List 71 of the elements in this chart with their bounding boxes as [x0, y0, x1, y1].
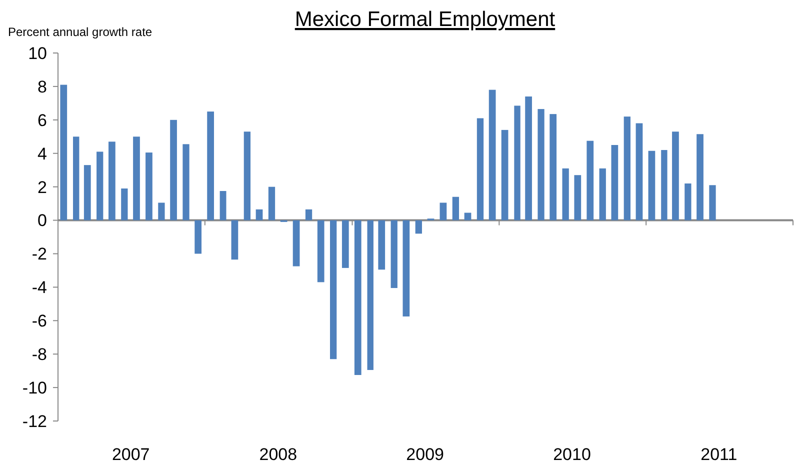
- x-tick-label: 2008: [259, 445, 298, 464]
- y-tick-label: -12: [22, 412, 47, 431]
- bar: [562, 168, 569, 220]
- bar: [661, 150, 668, 220]
- y-tick-label: -4: [32, 278, 47, 298]
- bar: [415, 220, 422, 234]
- bar: [194, 220, 202, 254]
- bar: [292, 220, 300, 266]
- bar: [390, 220, 398, 288]
- x-tick-label: 2010: [553, 445, 591, 464]
- bar: [402, 220, 410, 316]
- bar: [84, 165, 91, 220]
- bar: [684, 183, 692, 220]
- chart-title: Mexico Formal Employment: [294, 8, 556, 31]
- y-axis-title: Percent annual growth rate: [8, 25, 152, 39]
- bar: [501, 130, 508, 220]
- bar: [672, 132, 679, 220]
- bar: [305, 209, 312, 220]
- bar: [170, 120, 177, 220]
- y-tick-label: -2: [32, 244, 47, 264]
- bar: [574, 175, 582, 220]
- bar: [464, 212, 472, 220]
- bar: [207, 112, 214, 220]
- bar: [133, 136, 140, 220]
- bar: [146, 152, 152, 220]
- bar: [317, 220, 324, 282]
- bar: [709, 185, 716, 220]
- bar: [354, 220, 362, 375]
- bar: [378, 220, 386, 270]
- bar: [599, 168, 606, 220]
- bar: [586, 140, 594, 220]
- bar: [538, 109, 544, 220]
- bar: [60, 84, 68, 220]
- bar: [367, 220, 374, 370]
- y-tick-label: 0: [38, 211, 47, 230]
- bar: [648, 150, 656, 220]
- bar: [611, 145, 618, 220]
- y-tick-label: 8: [38, 77, 47, 96]
- bar: [73, 136, 80, 220]
- y-tick-label: -6: [32, 312, 47, 331]
- y-tick-label: -10: [22, 378, 47, 398]
- bar: [550, 114, 557, 220]
- bar: [452, 196, 460, 220]
- y-tick-label: 10: [28, 44, 47, 63]
- bar: [476, 118, 484, 220]
- bar: [696, 134, 704, 220]
- bar: [624, 116, 630, 220]
- bar: [96, 152, 104, 220]
- x-tick-label: 2007: [112, 445, 150, 464]
- bar: [158, 202, 165, 220]
- bar: [121, 188, 128, 220]
- bar: [514, 106, 520, 220]
- bar: [256, 209, 263, 220]
- bar: [440, 202, 447, 220]
- x-tick-label: 2009: [406, 445, 444, 464]
- bar: [268, 186, 276, 220]
- bar: [488, 90, 496, 220]
- y-tick-label: -8: [32, 345, 47, 364]
- y-tick-label: 4: [38, 144, 47, 164]
- x-tick-label: 2011: [700, 445, 738, 464]
- bar: [330, 220, 337, 360]
- bar: [108, 142, 116, 220]
- bar: [525, 96, 532, 220]
- y-tick-label: 6: [38, 110, 47, 130]
- bar: [244, 132, 251, 220]
- bar: [220, 191, 226, 220]
- bar: [182, 144, 190, 220]
- bar: [231, 220, 238, 260]
- bar: [636, 123, 643, 220]
- y-tick-label: 2: [38, 178, 47, 197]
- bar: [342, 220, 349, 268]
